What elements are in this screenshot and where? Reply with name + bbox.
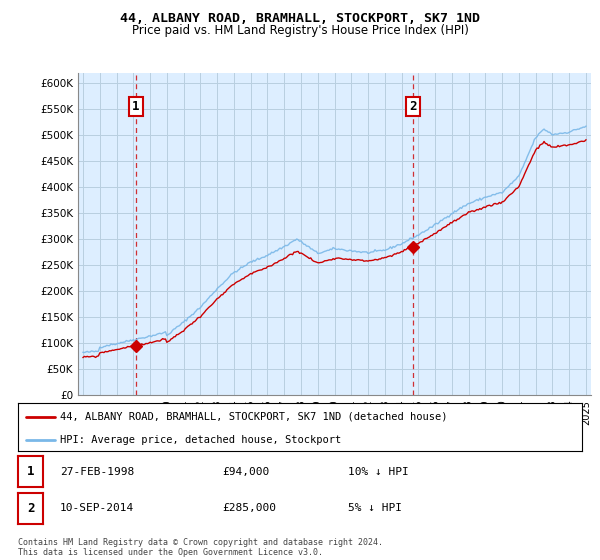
Text: 2: 2 bbox=[409, 100, 417, 113]
Text: £94,000: £94,000 bbox=[222, 467, 269, 477]
Text: 2: 2 bbox=[27, 502, 34, 515]
Text: Contains HM Land Registry data © Crown copyright and database right 2024.
This d: Contains HM Land Registry data © Crown c… bbox=[18, 538, 383, 557]
Text: HPI: Average price, detached house, Stockport: HPI: Average price, detached house, Stoc… bbox=[60, 435, 341, 445]
Text: 44, ALBANY ROAD, BRAMHALL, STOCKPORT, SK7 1ND (detached house): 44, ALBANY ROAD, BRAMHALL, STOCKPORT, SK… bbox=[60, 412, 448, 422]
Text: 1: 1 bbox=[132, 100, 140, 113]
Text: 10-SEP-2014: 10-SEP-2014 bbox=[60, 503, 134, 513]
Text: 27-FEB-1998: 27-FEB-1998 bbox=[60, 467, 134, 477]
Text: 10% ↓ HPI: 10% ↓ HPI bbox=[348, 467, 409, 477]
Text: 44, ALBANY ROAD, BRAMHALL, STOCKPORT, SK7 1ND: 44, ALBANY ROAD, BRAMHALL, STOCKPORT, SK… bbox=[120, 12, 480, 25]
Text: Price paid vs. HM Land Registry's House Price Index (HPI): Price paid vs. HM Land Registry's House … bbox=[131, 24, 469, 36]
Text: £285,000: £285,000 bbox=[222, 503, 276, 513]
Text: 5% ↓ HPI: 5% ↓ HPI bbox=[348, 503, 402, 513]
Text: 1: 1 bbox=[27, 465, 34, 478]
